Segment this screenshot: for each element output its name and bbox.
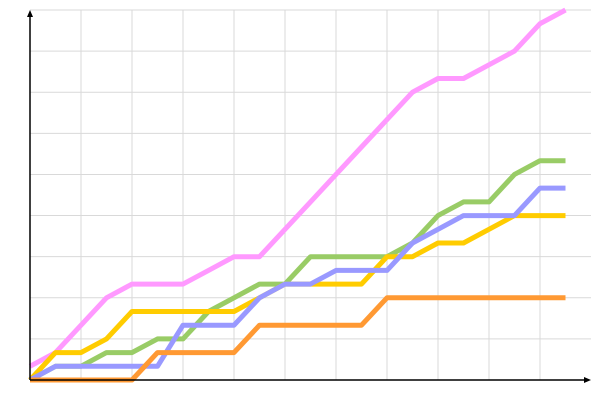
series-lines xyxy=(28,7,567,383)
axes xyxy=(27,10,591,383)
y-axis-arrow xyxy=(27,10,33,17)
series-line-4 xyxy=(28,185,566,383)
series-line-1 xyxy=(28,7,567,369)
x-axis-arrow xyxy=(584,377,591,383)
series-line-2 xyxy=(28,158,566,383)
grid xyxy=(30,9,591,380)
